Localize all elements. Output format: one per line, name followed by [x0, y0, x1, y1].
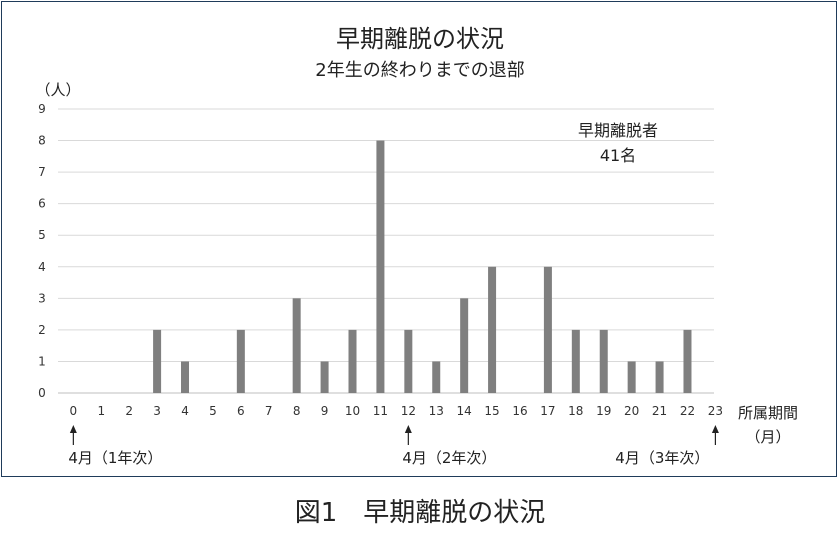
x-tick-label: 9 [321, 404, 329, 418]
y-tick-label: 3 [38, 291, 46, 305]
x-tick-label: 11 [373, 404, 388, 418]
chart-title: 早期離脱の状況 [336, 25, 504, 53]
bar [683, 329, 692, 393]
y-tick-label: 8 [38, 134, 46, 148]
x-tick-label: 1 [97, 404, 105, 418]
bar [571, 329, 580, 393]
x-tick-label: 10 [345, 404, 360, 418]
y-tick-label: 9 [38, 102, 46, 116]
bar [599, 329, 608, 393]
bar [460, 298, 469, 393]
marker-arrow-head [711, 425, 719, 433]
x-tick-label: 4 [181, 404, 189, 418]
bar [655, 361, 664, 393]
x-tick-label: 7 [265, 404, 273, 418]
chart-frame [1, 1, 837, 477]
x-tick-label: 3 [153, 404, 161, 418]
x-tick-label: 2 [125, 404, 133, 418]
marker-label: 4月（2年次） [402, 449, 496, 467]
bar [488, 266, 497, 393]
x-tick-label: 13 [429, 404, 444, 418]
bar [432, 361, 441, 393]
x-tick-label: 23 [708, 404, 723, 418]
bar [627, 361, 636, 393]
x-axis-label-line-2: （月） [745, 428, 790, 446]
marker-arrow-head [404, 425, 412, 433]
x-tick-label: 16 [512, 404, 527, 418]
bar [153, 329, 162, 393]
x-tick-label: 21 [652, 404, 667, 418]
y-tick-label: 4 [38, 260, 46, 274]
figure-caption: 図1 早期離脱の状況 [294, 498, 546, 528]
x-tick-label: 5 [209, 404, 217, 418]
x-tick-label: 17 [540, 404, 555, 418]
y-tick-label: 7 [38, 165, 46, 179]
marker-label: 4月（3年次） [615, 449, 709, 467]
chart-subtitle: 2年生の終わりまでの退部 [315, 60, 524, 81]
x-tick-label: 20 [624, 404, 639, 418]
x-tick-label: 0 [70, 404, 78, 418]
y-tick-label: 0 [38, 386, 46, 400]
bar [292, 298, 301, 393]
bar [543, 266, 552, 393]
y-tick-label: 2 [38, 323, 46, 337]
x-tick-label: 15 [484, 404, 499, 418]
x-tick-label: 14 [457, 404, 472, 418]
x-tick-label: 12 [401, 404, 416, 418]
marker-arrow-head [69, 425, 77, 433]
x-tick-label: 6 [237, 404, 245, 418]
chart: 早期離脱の状況 2年生の終わりまでの退部 （人） 早期離脱者 41名 所属期間 … [35, 25, 798, 467]
annotation-line-2: 41名 [600, 146, 636, 165]
x-tick-label: 22 [680, 404, 695, 418]
y-tick-label: 5 [38, 228, 46, 242]
y-axis-label: （人） [35, 81, 80, 99]
y-tick-label: 6 [38, 197, 46, 211]
bar [181, 361, 190, 393]
y-tick-label: 1 [38, 354, 46, 368]
marker-label: 4月（1年次） [68, 449, 162, 467]
bar [236, 329, 245, 393]
x-axis-label-line-1: 所属期間 [738, 404, 798, 422]
bar [348, 329, 357, 393]
bar [376, 140, 385, 393]
x-tick-label: 18 [568, 404, 583, 418]
bar [404, 329, 413, 393]
annotation-line-1: 早期離脱者 [578, 121, 658, 140]
x-tick-label: 8 [293, 404, 301, 418]
bar [320, 361, 329, 393]
x-tick-label: 19 [596, 404, 611, 418]
